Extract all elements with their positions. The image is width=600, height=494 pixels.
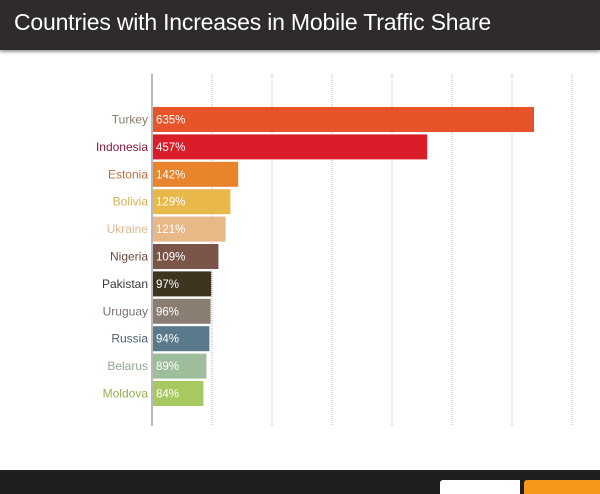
chart-title: Countries with Increases in Mobile Traff… — [14, 9, 492, 35]
category-label: Russia — [111, 332, 148, 346]
category-label: Turkey — [112, 113, 148, 127]
bar-bolivia — [153, 189, 231, 215]
bar-turkey — [153, 107, 534, 132]
value-label: 94% — [156, 334, 179, 346]
category-label: Belarus — [107, 359, 148, 373]
value-label: 96% — [156, 306, 179, 318]
value-label: 129% — [156, 197, 185, 209]
category-label: Uruguay — [103, 304, 148, 318]
bar-moldova — [153, 381, 204, 406]
value-label: 142% — [156, 169, 185, 181]
footer-bar — [0, 470, 600, 494]
bar-belarus — [153, 353, 207, 379]
category-label: Moldova — [103, 387, 149, 401]
value-label: 109% — [156, 252, 185, 264]
value-label: 635% — [156, 115, 185, 127]
value-label: 457% — [156, 142, 185, 154]
category-label: Bolivia — [113, 195, 149, 209]
bar-estonia — [153, 161, 239, 187]
logo-accent-block — [524, 480, 600, 494]
category-label: Ukraine — [107, 222, 149, 236]
header-bar: Countries with Increases in Mobile Traff… — [0, 0, 600, 50]
bar-indonesia — [153, 134, 428, 160]
value-label: 97% — [156, 279, 179, 291]
category-label: Nigeria — [110, 250, 148, 264]
category-label: Estonia — [108, 167, 148, 181]
category-label: Pakistan — [102, 277, 148, 291]
brand-logo — [440, 480, 600, 494]
value-label: 121% — [156, 224, 185, 236]
bar-nigeria — [153, 244, 219, 269]
bar-ukraine — [153, 216, 226, 242]
bar-uruguay — [153, 298, 211, 324]
value-label: 84% — [156, 389, 179, 401]
bar-chart: Turkey 635% Indonesia 457% Estonia 142% Bolivi… — [96, 74, 573, 426]
bar-russia — [153, 326, 210, 352]
category-label: Indonesia — [96, 140, 148, 154]
bar-pakistan — [153, 271, 212, 297]
value-label: 89% — [156, 361, 179, 373]
logo-white-block — [440, 480, 520, 494]
